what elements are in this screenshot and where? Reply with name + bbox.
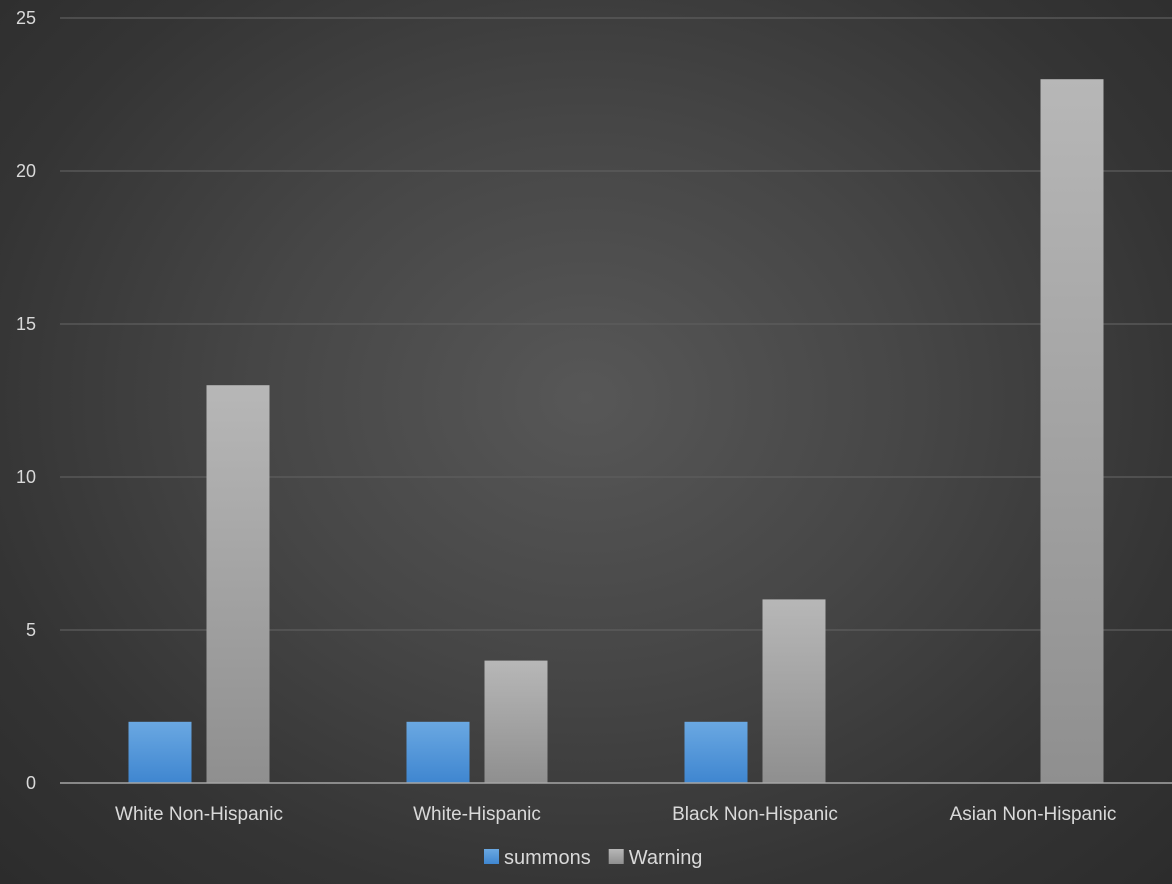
y-tick-label: 20	[16, 161, 36, 181]
bar-warning-0	[206, 385, 270, 783]
bar-warning-3	[1040, 79, 1104, 783]
bars	[128, 79, 1104, 783]
x-category-label: Black Non-Hispanic	[672, 804, 838, 825]
y-tick-label: 25	[16, 8, 36, 28]
x-category-label: Asian Non-Hispanic	[950, 804, 1117, 825]
x-axis-category-labels: White Non-Hispanic White-Hispanic Black No…	[115, 804, 1116, 825]
bar-summons-2	[684, 721, 748, 783]
legend-swatch-warning	[608, 849, 624, 864]
y-tick-label: 0	[26, 773, 36, 793]
x-category-label: White-Hispanic	[413, 804, 541, 825]
legend-label-summons: summons	[504, 847, 591, 869]
legend: summons Warning	[484, 847, 702, 869]
y-tick-label: 5	[26, 620, 36, 640]
bar-warning-2	[762, 599, 826, 783]
y-tick-label: 15	[16, 314, 36, 334]
bar-warning-1	[484, 660, 548, 783]
y-tick-label: 10	[16, 467, 36, 487]
legend-label-warning: Warning	[629, 847, 703, 869]
x-category-label: White Non-Hispanic	[115, 804, 283, 825]
legend-swatch-summons	[484, 849, 499, 864]
bar-summons-1	[406, 721, 470, 783]
bar-summons-0	[128, 721, 192, 783]
y-axis-tick-labels: 0 5 10 15 20 25	[16, 8, 36, 793]
